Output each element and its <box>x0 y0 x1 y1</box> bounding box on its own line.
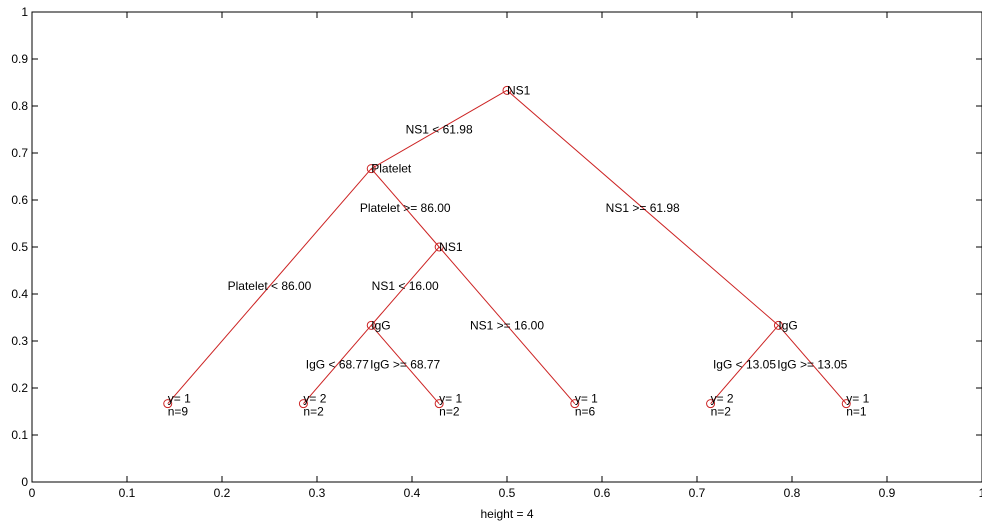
tree-node-marker <box>434 399 444 409</box>
x-tick-label: 0.4 <box>404 486 421 500</box>
leaf-class-label: y= 1 <box>439 392 462 406</box>
y-tick-label: 0.4 <box>11 287 28 301</box>
tree-edge <box>778 325 847 404</box>
tree-node-marker <box>366 164 376 174</box>
y-tick-label: 0.6 <box>11 193 28 207</box>
tree-node-marker <box>502 85 512 95</box>
tree-edge <box>303 325 372 404</box>
tree-node-marker <box>366 320 376 330</box>
edge-split-label: Platelet < 86.00 <box>228 279 312 293</box>
tree-edge <box>506 89 779 326</box>
tree-node-marker <box>841 399 851 409</box>
tree-edge <box>370 168 440 248</box>
edge-split-label: NS1 < 16.00 <box>372 279 439 293</box>
y-tick-label: 0 <box>21 475 28 489</box>
y-tick-label: 0.3 <box>11 334 28 348</box>
leaf-count-label: n=9 <box>168 405 189 419</box>
tree-edges <box>167 89 847 404</box>
x-tick-label: 0 <box>29 486 36 500</box>
tree-edge <box>710 325 779 404</box>
x-tick-label: 0.1 <box>119 486 136 500</box>
edge-split-label: NS1 >= 61.98 <box>606 201 680 215</box>
leaf-class-label: y= 1 <box>575 392 598 406</box>
y-tick-label: 0.2 <box>11 381 28 395</box>
split-node-label: NS1 <box>439 240 463 254</box>
edge-split-label: IgG >= 68.77 <box>370 358 440 372</box>
leaf-class-label: y= 1 <box>846 392 869 406</box>
tree-edge <box>438 246 576 404</box>
tree-edge-labels: NS1 < 61.98 NS1 >= 61.98 Platelet < 86.00 P… <box>228 123 848 372</box>
axis-ticks: 0 0.1 0.2 0.3 0.4 0.5 0.6 0.7 0.8 0.9 1 0 0.1 0.2 0.3 0… <box>11 5 982 500</box>
split-node-label: IgG <box>371 318 390 332</box>
y-tick-label: 0.8 <box>11 99 28 113</box>
split-node-label: NS1 <box>507 83 531 97</box>
tree-node-marker <box>773 320 783 330</box>
leaf-count-label: n=6 <box>575 405 596 419</box>
split-node-label: IgG <box>778 318 797 332</box>
leaf-class-label: y= 1 <box>168 392 191 406</box>
edge-split-label: IgG < 68.77 <box>306 358 369 372</box>
x-tick-label: 0.2 <box>214 486 231 500</box>
x-tick-label: 1 <box>979 486 982 500</box>
tree-node-marker <box>298 399 308 409</box>
tree-node-marker <box>570 399 580 409</box>
tree-node-marker <box>706 399 716 409</box>
leaf-count-label: n=2 <box>303 405 324 419</box>
x-tick-label: 0.8 <box>784 486 801 500</box>
y-tick-label: 0.5 <box>11 240 28 254</box>
y-tick-label: 0.7 <box>11 146 28 160</box>
leaf-class-label: y= 2 <box>303 392 326 406</box>
leaf-count-label: n=1 <box>846 405 867 419</box>
edge-split-label: Platelet >= 86.00 <box>360 201 451 215</box>
plot-area <box>31 11 982 483</box>
x-axis-title: height = 4 <box>480 507 533 521</box>
tree-node-marker <box>434 242 444 252</box>
tree-edge <box>370 89 508 170</box>
split-node-label: Platelet <box>371 162 412 176</box>
y-tick-label: 0.1 <box>11 428 28 442</box>
edge-split-label: NS1 < 61.98 <box>406 123 473 137</box>
x-tick-label: 0.6 <box>594 486 611 500</box>
x-tick-label: 0.5 <box>499 486 516 500</box>
tree-edge <box>370 246 440 326</box>
x-tick-label: 0.7 <box>689 486 706 500</box>
x-tick-label: 0.9 <box>879 486 896 500</box>
y-tick-label: 1 <box>21 5 28 19</box>
edge-split-label: NS1 >= 16.00 <box>470 318 544 332</box>
tree-node-marker <box>163 399 173 409</box>
tree-edge <box>370 325 440 404</box>
x-tick-label: 0.3 <box>309 486 326 500</box>
leaf-count-label: n=2 <box>711 405 732 419</box>
edge-split-label: IgG >= 13.05 <box>777 358 847 372</box>
edge-split-label: IgG < 13.05 <box>713 358 776 372</box>
leaf-count-label: n=2 <box>439 405 460 419</box>
leaf-class-label: y= 2 <box>711 392 734 406</box>
y-tick-label: 0.9 <box>11 52 28 66</box>
tree-edge <box>167 168 372 404</box>
